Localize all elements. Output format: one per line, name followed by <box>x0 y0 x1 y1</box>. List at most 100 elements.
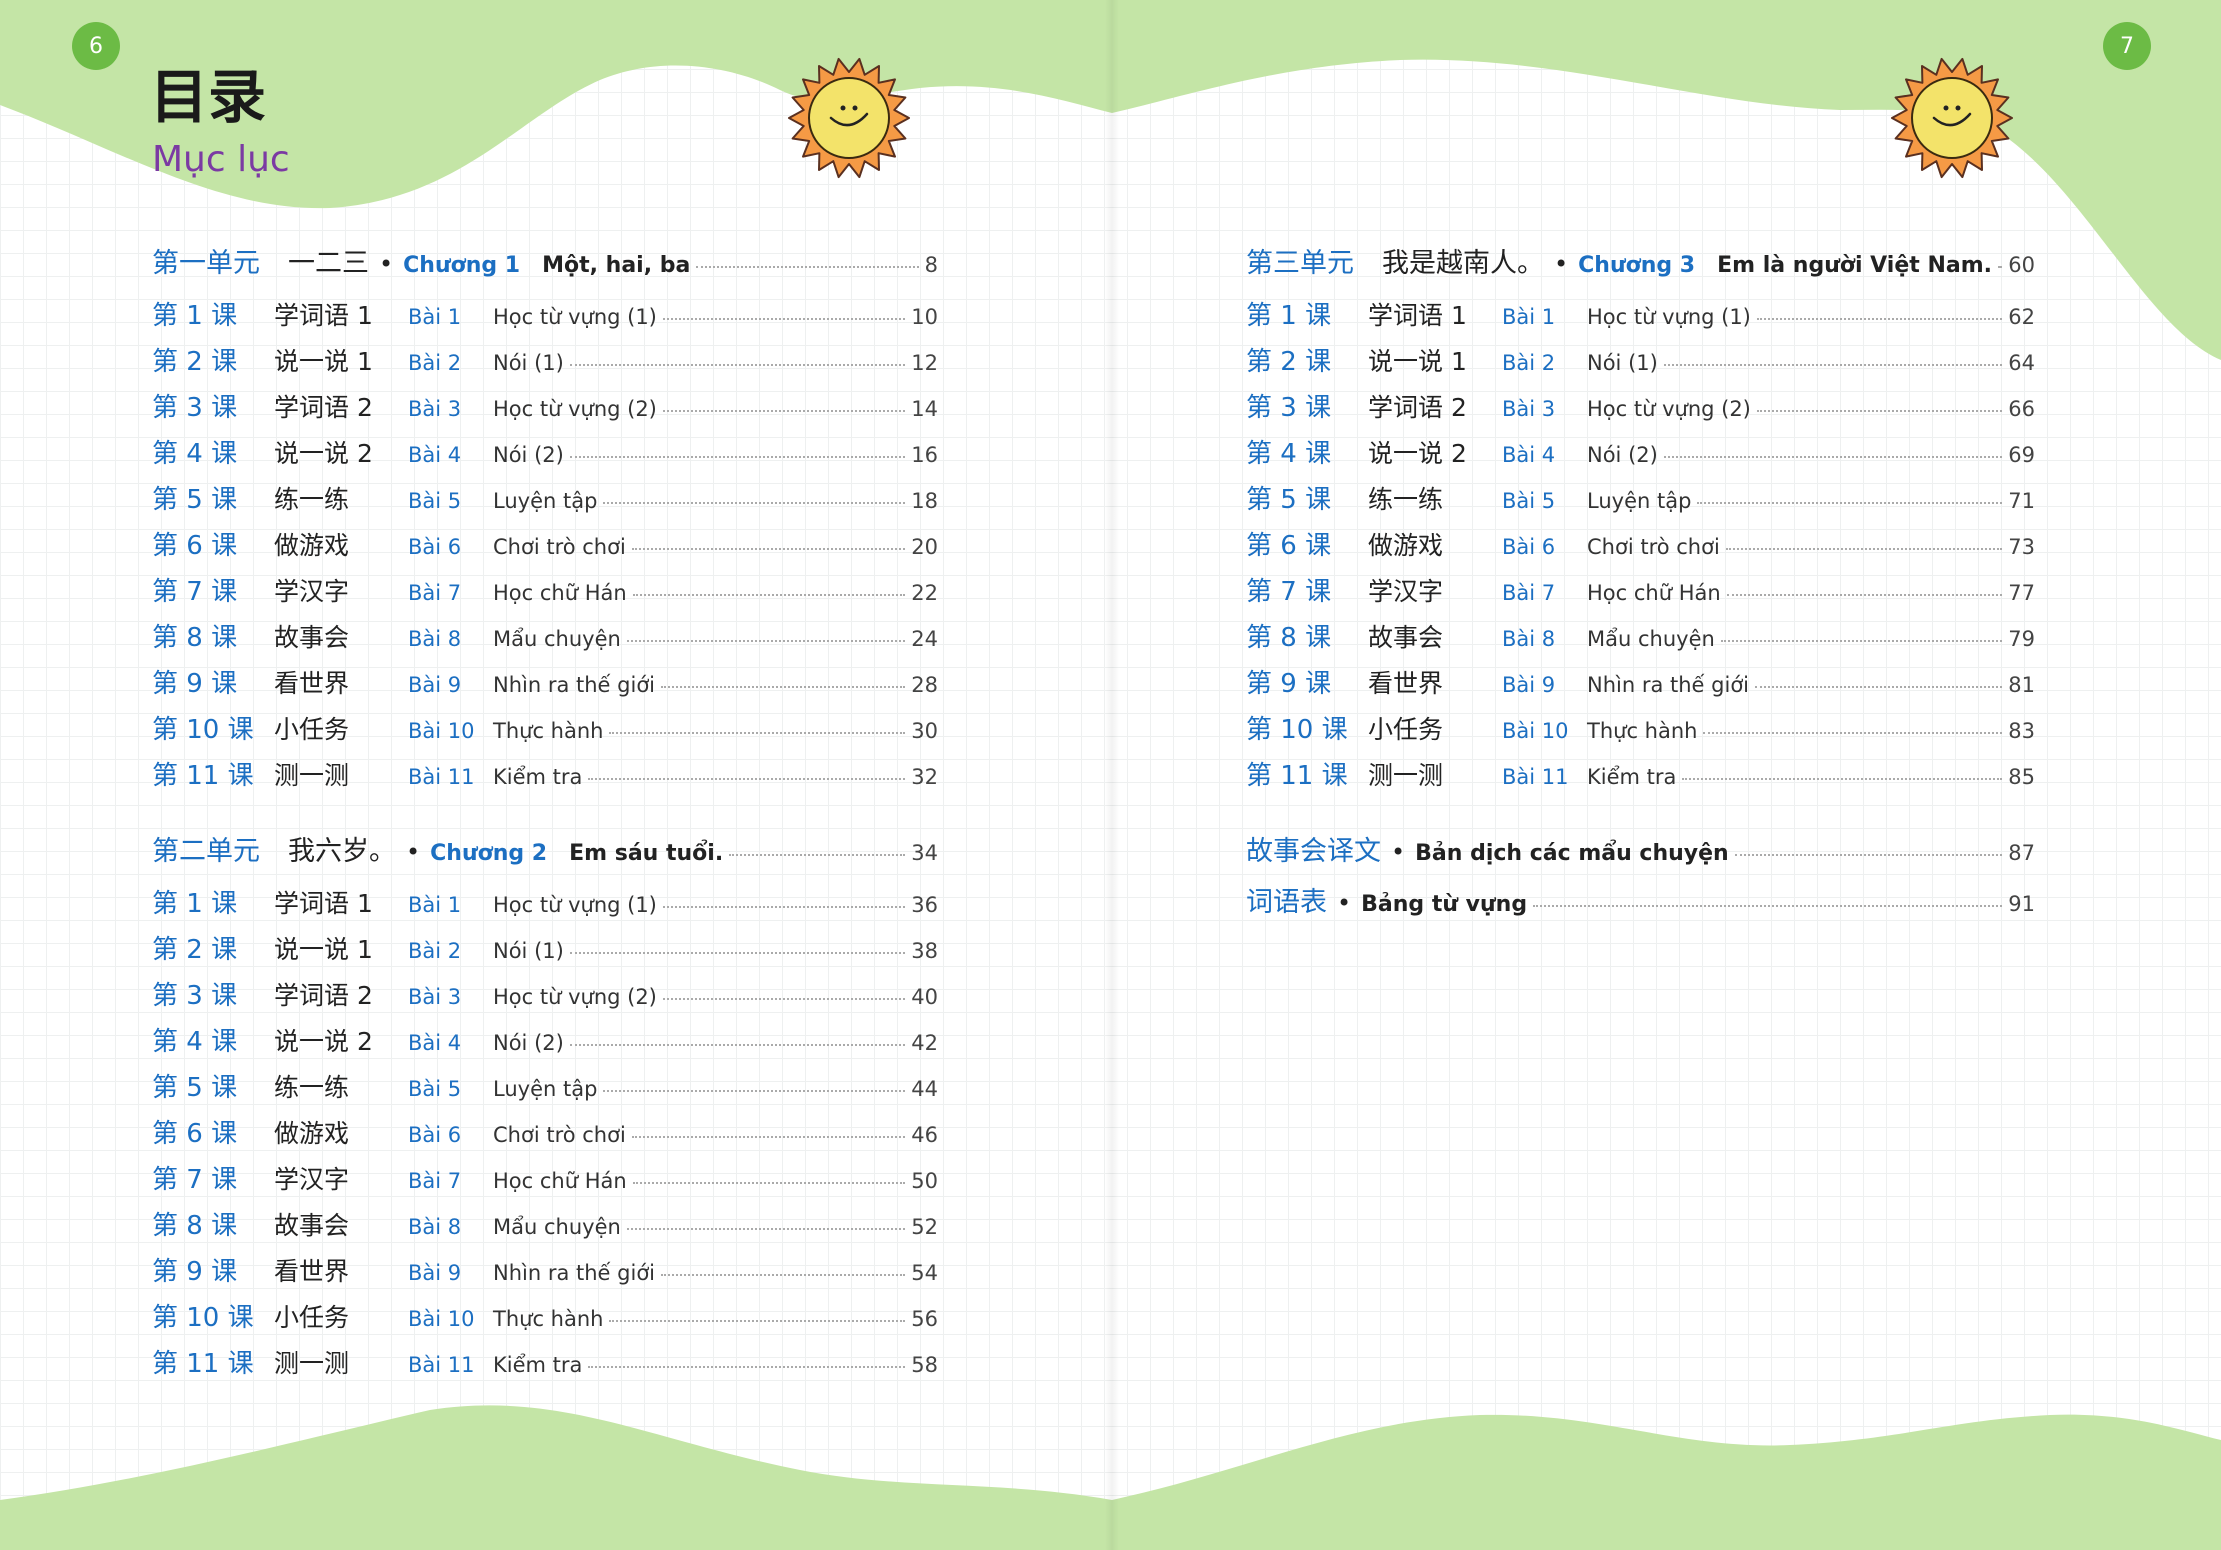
lesson-row[interactable]: 第 7 课 学汉字 Bài 7 Học chữ Hán 50 <box>152 1164 938 1197</box>
lesson-number-vn: Bài 7 <box>408 1169 462 1193</box>
unit-heading[interactable]: 第二单元 我六岁。 • Chương 2 Em sáu tuổi. 34 <box>152 836 938 870</box>
lesson-title-vn: Học từ vựng (1) <box>493 893 657 917</box>
page-ref: 83 <box>2008 719 2035 743</box>
lesson-title-vn: Nhìn ra thế giới <box>493 1261 656 1285</box>
unit-heading[interactable]: 第一单元 一二三 • Chương 1 Một, hai, ba 8 <box>152 248 938 282</box>
appendix-title-cn: 词语表 <box>1246 887 1327 918</box>
lesson-number-vn: Bài 5 <box>408 1077 462 1101</box>
unit-heading[interactable]: 第三单元 我是越南人。 • Chương 3 Em là người Việt Nam.… <box>1246 248 2035 282</box>
page-number-badge: 7 <box>2103 22 2151 70</box>
lesson-row[interactable]: 第 1 课 学词语 1 Bài 1 Học từ vựng (1) 62 <box>1246 300 2035 333</box>
lesson-title-vn: Kiểm tra <box>493 1353 583 1377</box>
lesson-row[interactable]: 第 4 课 说一说 2 Bài 4 Nói (2) 69 <box>1246 438 2035 471</box>
lesson-row[interactable]: 第 8 课 故事会 Bài 8 Mẩu chuyện 52 <box>152 1210 938 1243</box>
lesson-row[interactable]: 第 11 课测一测 Bài 11 Kiểm tra 85 <box>1246 760 2035 793</box>
appendix-row[interactable]: 词语表 • Bảng từ vựng 91 <box>1246 887 2035 921</box>
page-ref: 44 <box>911 1077 938 1101</box>
leader-dots <box>661 1274 906 1276</box>
lesson-row[interactable]: 第 6 课 做游戏 Bài 6 Chơi trò chơi 20 <box>152 530 938 563</box>
page-number-badge: 6 <box>72 22 120 70</box>
lesson-row[interactable]: 第 6 课 做游戏 Bài 6 Chơi trò chơi 73 <box>1246 530 2035 563</box>
lesson-row[interactable]: 第 8 课 故事会 Bài 8 Mẩu chuyện 24 <box>152 622 938 655</box>
page-ref: 28 <box>911 673 938 697</box>
lesson-row[interactable]: 第 10 课小任务 Bài 10 Thực hành 56 <box>152 1302 938 1335</box>
lesson-name-cn: 测一测 <box>274 1349 350 1378</box>
lesson-number-vn: Bài 9 <box>408 673 462 697</box>
lesson-number-cn: 第 2 课 <box>1246 347 1332 377</box>
page-ref: 8 <box>924 253 938 277</box>
lesson-row[interactable]: 第 5 课 练一练 Bài 5 Luyện tập 44 <box>152 1072 938 1105</box>
lesson-name-cn: 说一说 1 <box>1368 347 1467 376</box>
lesson-number-cn: 第 5 课 <box>1246 485 1332 515</box>
lesson-name-cn: 学词语 2 <box>1368 393 1467 422</box>
leader-dots <box>1756 410 2003 412</box>
lesson-number-vn: Bài 7 <box>408 581 462 605</box>
unit-label: 第一单元 <box>152 248 260 279</box>
lesson-row[interactable]: 第 1 课 学词语 1 Bài 1 Học từ vựng (1) 10 <box>152 300 938 333</box>
chapter-title-vn: Một, hai, ba <box>542 253 691 278</box>
unit-label: 第三单元 <box>1246 248 1354 279</box>
lesson-number-vn: Bài 6 <box>1502 535 1556 559</box>
lesson-title-vn: Học từ vựng (2) <box>1587 397 1751 421</box>
lesson-number-cn: 第 10 课 <box>1246 715 1348 745</box>
lesson-row[interactable]: 第 2 课 说一说 1 Bài 2 Nói (1) 12 <box>152 346 938 379</box>
lesson-name-cn: 练一练 <box>274 1073 350 1102</box>
lesson-title-vn: Mẩu chuyện <box>493 627 621 651</box>
lesson-number-cn: 第 3 课 <box>1246 393 1332 423</box>
lesson-row[interactable]: 第 5 课 练一练 Bài 5 Luyện tập 71 <box>1246 484 2035 517</box>
leader-dots <box>662 318 906 320</box>
lesson-row[interactable]: 第 10 课小任务 Bài 10 Thực hành 83 <box>1246 714 2035 747</box>
leader-dots <box>729 854 906 856</box>
lesson-row[interactable]: 第 6 课 做游戏 Bài 6 Chơi trò chơi 46 <box>152 1118 938 1151</box>
lesson-row[interactable]: 第 2 课 说一说 1 Bài 2 Nói (1) 38 <box>152 934 938 967</box>
lesson-row[interactable]: 第 9 课 看世界 Bài 9 Nhìn ra thế giới 54 <box>152 1256 938 1289</box>
lesson-title-vn: Thực hành <box>493 1307 604 1331</box>
lesson-number-cn: 第 4 课 <box>152 439 238 469</box>
lesson-title-vn: Kiểm tra <box>493 765 583 789</box>
leader-dots <box>1998 266 2003 268</box>
leader-dots <box>1533 905 2003 907</box>
page-ref: 50 <box>911 1169 938 1193</box>
unit-label: 第二单元 <box>152 836 260 867</box>
lesson-row[interactable]: 第 7 课 学汉字 Bài 7 Học chữ Hán 22 <box>152 576 938 609</box>
lesson-row[interactable]: 第 2 课 说一说 1 Bài 2 Nói (1) 64 <box>1246 346 2035 379</box>
leader-dots <box>1726 594 2003 596</box>
lesson-row[interactable]: 第 3 课 学词语 2 Bài 3 Học từ vựng (2) 14 <box>152 392 938 425</box>
lesson-title-vn: Nói (2) <box>1587 443 1658 467</box>
page-ref: 69 <box>2008 443 2035 467</box>
lesson-title-vn: Thực hành <box>493 719 604 743</box>
lesson-title-vn: Học chữ Hán <box>493 581 627 605</box>
lesson-number-vn: Bài 4 <box>408 443 462 467</box>
lesson-row[interactable]: 第 4 课 说一说 2 Bài 4 Nói (2) 42 <box>152 1026 938 1059</box>
lesson-number-cn: 第 8 课 <box>152 1211 238 1241</box>
lesson-row[interactable]: 第 7 课 学汉字 Bài 7 Học chữ Hán 77 <box>1246 576 2035 609</box>
lesson-row[interactable]: 第 3 课 学词语 2 Bài 3 Học từ vựng (2) 66 <box>1246 392 2035 425</box>
page-ref: 85 <box>2008 765 2035 789</box>
leader-dots <box>1756 318 2003 320</box>
leader-dots <box>662 410 906 412</box>
lesson-number-cn: 第 7 课 <box>152 1165 238 1195</box>
lesson-row[interactable]: 第 11 课测一测 Bài 11 Kiểm tra 58 <box>152 1348 938 1381</box>
leader-dots <box>662 998 906 1000</box>
lesson-row[interactable]: 第 9 课 看世界 Bài 9 Nhìn ra thế giới 28 <box>152 668 938 701</box>
lesson-name-cn: 学汉字 <box>274 577 350 606</box>
lesson-row[interactable]: 第 4 课 说一说 2 Bài 4 Nói (2) 16 <box>152 438 938 471</box>
lesson-row[interactable]: 第 5 课 练一练 Bài 5 Luyện tập 18 <box>152 484 938 517</box>
lesson-row[interactable]: 第 3 课 学词语 2 Bài 3 Học từ vựng (2) 40 <box>152 980 938 1013</box>
lesson-title-vn: Chơi trò chơi <box>493 1123 626 1147</box>
lesson-row[interactable]: 第 8 课 故事会 Bài 8 Mẩu chuyện 79 <box>1246 622 2035 655</box>
lesson-title-vn: Học từ vựng (1) <box>493 305 657 329</box>
lesson-title-vn: Thực hành <box>1587 719 1698 743</box>
page-ref: 66 <box>2008 397 2035 421</box>
page-ref: 77 <box>2008 581 2035 605</box>
page-ref: 58 <box>911 1353 938 1377</box>
lesson-number-vn: Bài 2 <box>408 351 462 375</box>
lesson-row[interactable]: 第 10 课小任务 Bài 10 Thực hành 30 <box>152 714 938 747</box>
lesson-row[interactable]: 第 11 课测一测 Bài 11 Kiểm tra 32 <box>152 760 938 793</box>
lesson-number-vn: Bài 3 <box>1502 397 1556 421</box>
sun-icon <box>1891 57 2013 179</box>
lesson-row[interactable]: 第 9 课 看世界 Bài 9 Nhìn ra thế giới 81 <box>1246 668 2035 701</box>
appendix-row[interactable]: 故事会译文 • Bản dịch các mẩu chuyện 87 <box>1246 836 2035 870</box>
lesson-row[interactable]: 第 1 课 学词语 1 Bài 1 Học từ vựng (1) 36 <box>152 888 938 921</box>
